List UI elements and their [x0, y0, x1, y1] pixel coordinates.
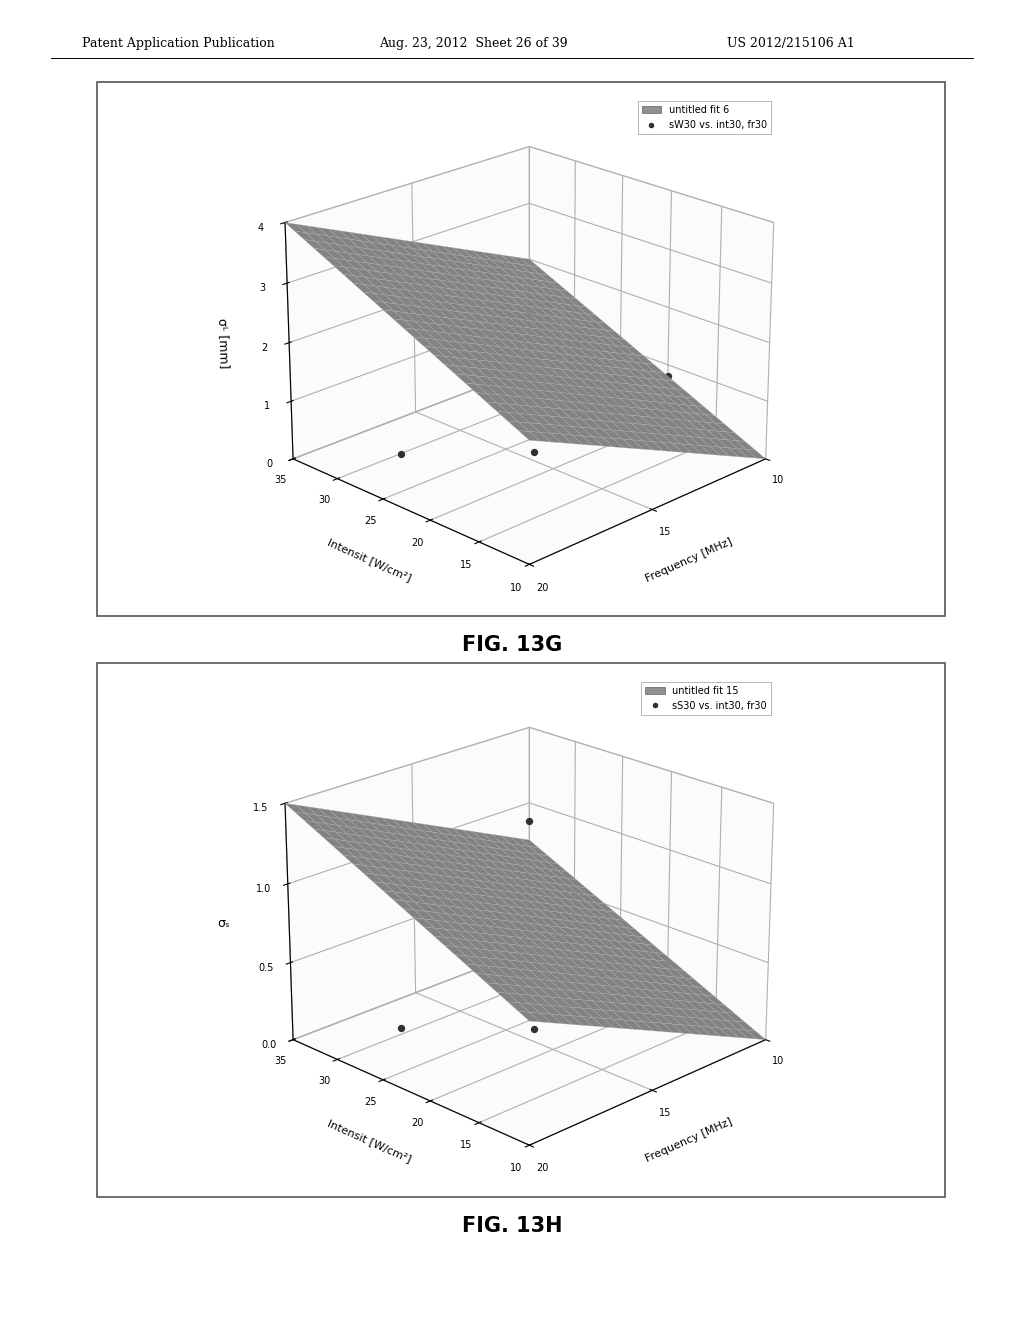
Text: FIG. 13G: FIG. 13G [462, 635, 562, 655]
X-axis label: Frequency [MHz]: Frequency [MHz] [644, 536, 734, 583]
Text: Patent Application Publication: Patent Application Publication [82, 37, 274, 50]
Legend: untitled fit 6, sW30 vs. int30, fr30: untitled fit 6, sW30 vs. int30, fr30 [638, 102, 771, 133]
Text: FIG. 13H: FIG. 13H [462, 1216, 562, 1236]
Text: Aug. 23, 2012  Sheet 26 of 39: Aug. 23, 2012 Sheet 26 of 39 [379, 37, 567, 50]
X-axis label: Frequency [MHz]: Frequency [MHz] [644, 1117, 734, 1164]
Text: US 2012/215106 A1: US 2012/215106 A1 [727, 37, 855, 50]
Y-axis label: Intensit [W/cm²]: Intensit [W/cm²] [326, 537, 413, 583]
Legend: untitled fit 15, sS30 vs. int30, fr30: untitled fit 15, sS30 vs. int30, fr30 [641, 682, 771, 714]
Y-axis label: Intensit [W/cm²]: Intensit [W/cm²] [326, 1118, 413, 1164]
